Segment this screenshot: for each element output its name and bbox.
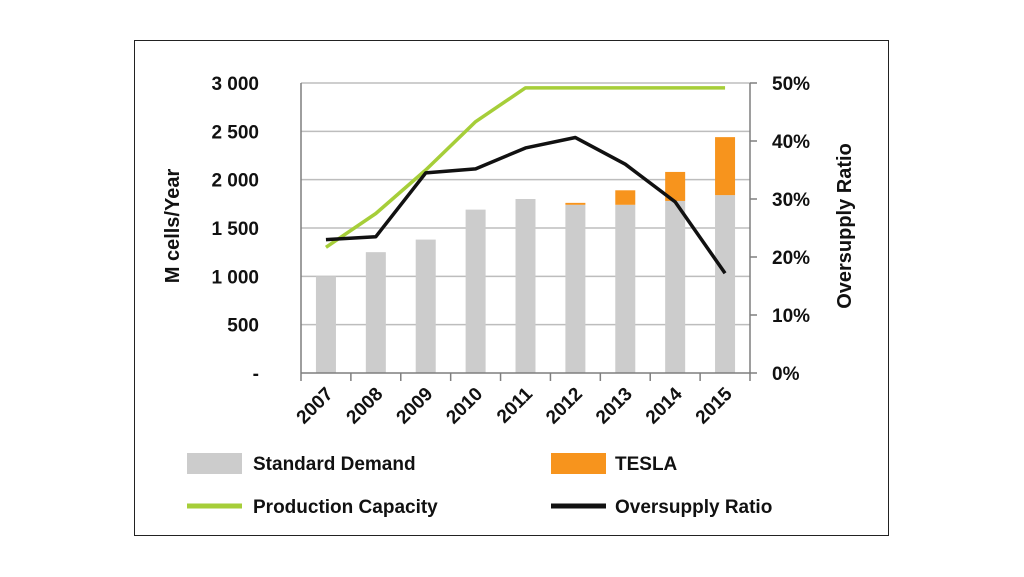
bar-standard-demand [615, 204, 636, 373]
x-tick-label: 2011 [493, 383, 537, 427]
legend-label: Oversupply Ratio [615, 497, 772, 518]
bar-tesla [615, 190, 636, 205]
chart-frame: M cells/Year Oversupply Ratio - 500 1 000 1… [134, 40, 889, 536]
y-tick-label: 2 000 [211, 171, 259, 192]
legend-label: Standard Demand [253, 454, 416, 475]
legend-swatch [551, 453, 606, 474]
x-tick-label: 2007 [293, 384, 338, 429]
bar-standard-demand [465, 209, 486, 373]
x-tick-label: 2015 [692, 383, 737, 428]
legend-label: TESLA [615, 454, 678, 475]
x-tick-label: 2009 [393, 384, 438, 429]
production-capacity-line [324, 86, 726, 249]
y-tick-label: - [253, 364, 259, 385]
y-tick-label: 1 500 [211, 219, 259, 240]
y2-tick-label: 0% [772, 364, 800, 385]
y-tick-label: 3 000 [211, 74, 259, 95]
bar-standard-demand [515, 199, 536, 373]
chart-svg: M cells/Year Oversupply Ratio - 500 1 000 1… [162, 74, 856, 518]
y2-tick-label: 40% [772, 132, 810, 153]
y-tick-label: 1 000 [211, 267, 259, 288]
bar-standard-demand [665, 200, 686, 373]
y2-tick-label: 50% [772, 74, 810, 95]
x-tick-label: 2010 [442, 384, 487, 429]
y2-tick-label: 10% [772, 306, 810, 327]
legend-label: Production Capacity [253, 497, 438, 518]
y-axis-title: M cells/Year [162, 169, 184, 284]
bar-standard-demand [565, 204, 586, 373]
bar-standard-demand [365, 252, 386, 373]
y2-axis-title: Oversupply Ratio [834, 143, 856, 309]
bar-standard-demand [715, 195, 736, 373]
y2-tick-label: 20% [772, 248, 810, 269]
y-tick-label: 2 500 [211, 122, 259, 143]
bar-standard-demand [415, 239, 436, 373]
bar-tesla [715, 137, 736, 196]
y-tick-label: 500 [227, 316, 259, 337]
bar-tesla [665, 171, 686, 201]
x-tick-label: 2013 [592, 384, 637, 429]
y2-tick-label: 30% [772, 190, 810, 211]
bar-standard-demand [315, 276, 336, 373]
x-tick-label: 2014 [642, 383, 687, 428]
x-tick-label: 2008 [343, 384, 388, 429]
oversupply-ratio-line [325, 135, 727, 275]
x-tick-label: 2012 [542, 384, 587, 429]
legend-swatch [187, 453, 242, 474]
bar-tesla [565, 202, 586, 205]
